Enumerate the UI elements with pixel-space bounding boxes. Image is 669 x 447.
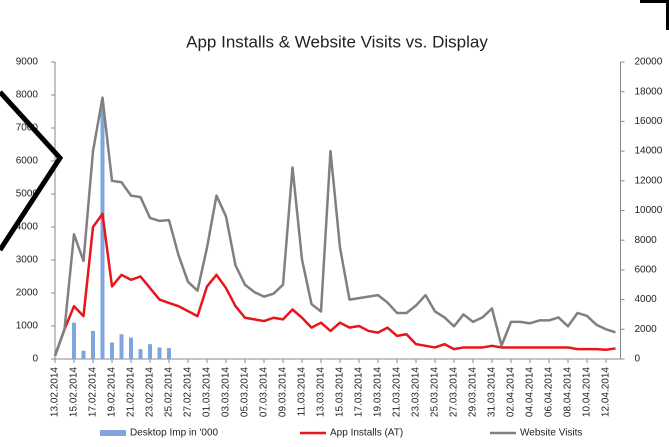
x-tick-label: 27.02.2014 [183,367,194,417]
y-tick-label: 0 [32,354,38,365]
bar [81,350,86,359]
legend-label: App Installs (AT) [330,428,403,439]
x-tick-label: 31.03.2014 [487,367,498,417]
y2-tick-label: 20000 [635,57,663,68]
legend-swatch [100,430,126,436]
y2-tick-label: 12000 [635,175,663,186]
line-series [53,212,616,357]
y2-tick-label: 10000 [635,205,663,216]
y-tick-label: 1000 [16,321,39,332]
bar [110,342,114,359]
x-tick-label: 25.03.2014 [430,367,441,417]
legend-label: Website Visits [520,428,582,439]
y2-tick-label: 4000 [635,294,658,305]
y-tick-label: 8000 [16,90,39,101]
x-tick-label: 17.02.2014 [88,367,99,417]
bar [167,348,171,359]
x-tick-label: 23.02.2014 [145,367,156,417]
x-tick-label: 15.02.2014 [69,367,80,417]
x-tick-label: 21.03.2014 [392,367,403,417]
y2-tick-label: 8000 [635,235,658,246]
y2-tick-label: 14000 [635,146,663,157]
y2-tick-label: 16000 [635,116,663,127]
x-tick-label: 08.04.2014 [563,367,574,417]
y-tick-label: 7000 [16,123,39,134]
y-tick-label: 2000 [16,288,39,299]
bar [100,104,105,360]
x-tick-label: 11.03.2014 [297,367,308,417]
y-tick-label: 9000 [16,57,39,68]
bar [129,337,133,359]
y-tick-label: 6000 [16,156,39,167]
x-tick-label: 03.03.2014 [221,367,232,417]
x-tick-label: 06.04.2014 [544,367,555,417]
x-tick-label: 19.02.2014 [107,367,118,417]
y-tick-label: 3000 [16,255,39,266]
y2-tick-label: 6000 [635,265,658,276]
y-tick-label: 4000 [16,222,39,233]
y2-tick-label: 0 [635,354,641,365]
x-tick-label: 19.03.2014 [373,367,384,417]
x-tick-label: 29.03.2014 [468,367,479,417]
y2-tick-label: 2000 [635,324,658,335]
bar [119,334,124,359]
x-tick-label: 23.03.2014 [411,367,422,417]
x-tick-label: 02.04.2014 [506,367,517,417]
overlay-stroke [0,90,64,252]
x-tick-label: 10.04.2014 [582,367,593,417]
x-tick-label: 01.03.2014 [202,367,213,417]
line-series [53,96,616,357]
y2-tick-label: 18000 [635,86,663,97]
x-tick-label: 05.03.2014 [240,367,251,417]
x-tick-label: 17.03.2014 [354,367,365,417]
x-tick-label: 13.02.2014 [50,367,61,417]
x-tick-label: 07.03.2014 [259,367,270,417]
x-tick-label: 12.04.2014 [601,367,612,417]
legend-label: Desktop Imp in '000 [130,428,219,439]
bar [138,349,143,359]
bar [72,322,76,359]
y-tick-label: 5000 [16,189,39,200]
chart-title: App Installs & Website Visits vs. Displa… [186,32,488,51]
x-tick-label: 27.03.2014 [449,367,460,417]
x-tick-label: 13.03.2014 [316,367,327,417]
x-tick-label: 21.02.2014 [126,367,137,417]
bar [91,330,95,359]
bar [148,344,152,359]
x-tick-label: 04.04.2014 [525,367,536,417]
x-tick-label: 09.03.2014 [278,367,289,417]
x-tick-label: 15.03.2014 [335,367,346,417]
bar [157,347,162,359]
x-tick-label: 25.02.2014 [164,367,175,417]
